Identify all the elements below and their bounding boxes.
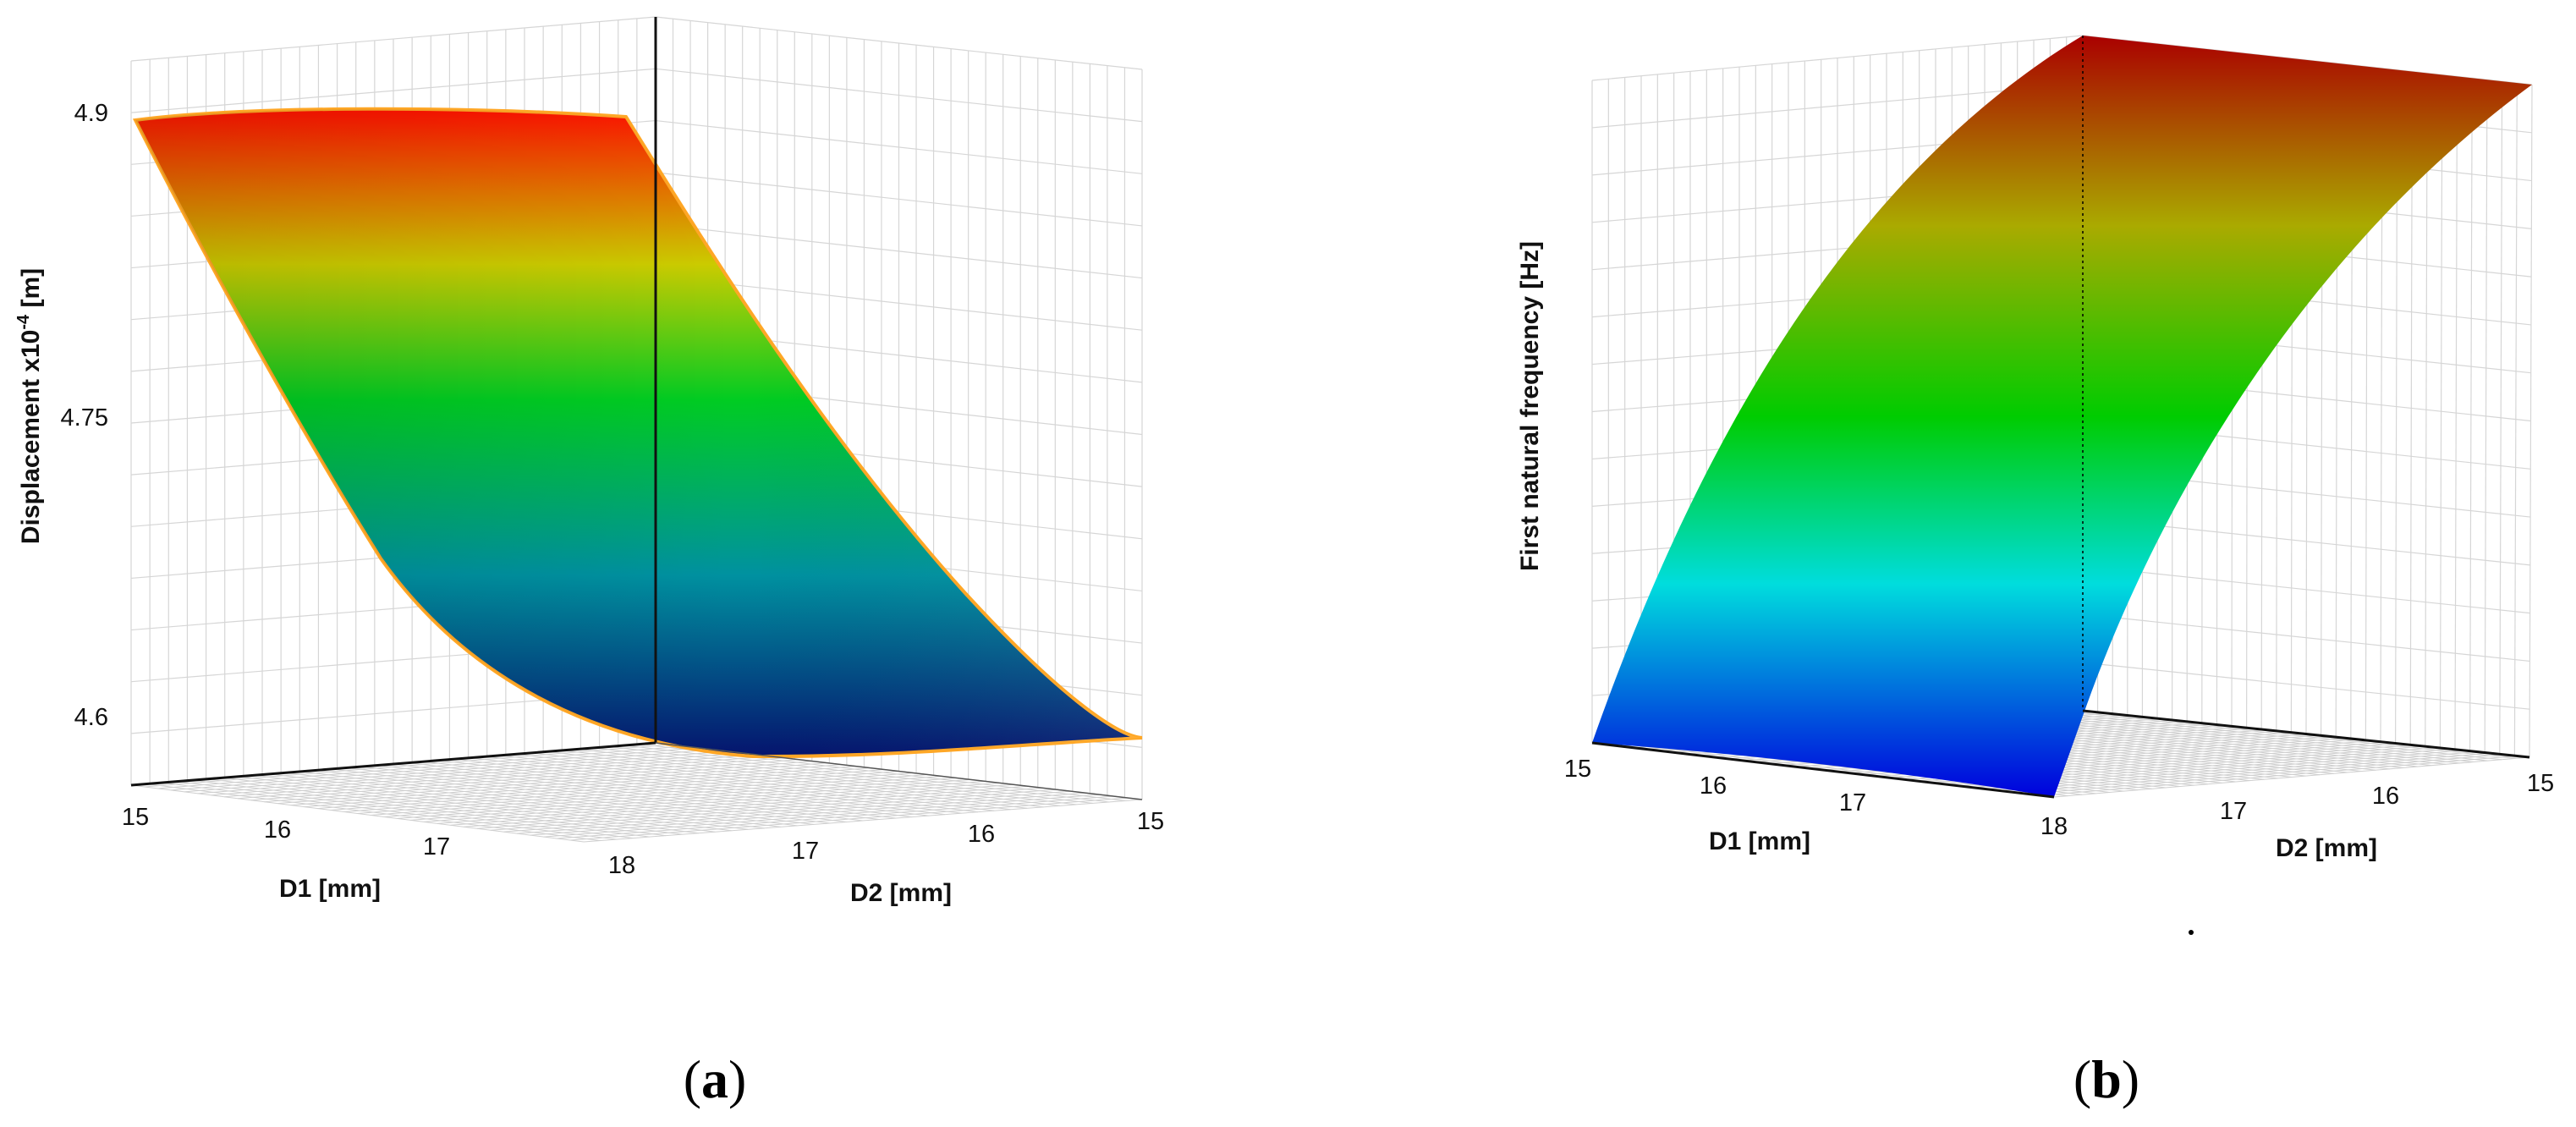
panel-a-y-tick-1: 16 [968, 821, 995, 848]
panel-a-y-label: D2 [mm] [850, 879, 952, 907]
panel-b-z-label: First natural frequency [Hz] [1516, 241, 1544, 571]
panel-b-y-label: D2 [mm] [2276, 834, 2377, 862]
caption-b: (b) [2073, 1049, 2139, 1109]
panel-b-y-tick-0: 15 [2527, 770, 2554, 797]
panel-a-x-tick-0: 15 [122, 804, 149, 831]
panel-a-z-tick-2: 4.6 [74, 704, 108, 731]
panel-b-y-tick-1: 16 [2372, 783, 2399, 810]
panel-b: First natural frequency [Hz] 15 16 17 18… [1516, 35, 2554, 935]
panel-a-z-tick-1: 4.75 [61, 404, 108, 432]
panel-a-x-tick-2: 17 [423, 833, 450, 860]
panel-b-dot [2189, 930, 2194, 935]
panel-b-x-tick-2: 17 [1839, 789, 1866, 816]
panel-a-x-tick-3: 18 [608, 852, 635, 879]
panel-b-y-tick-2: 17 [2220, 798, 2247, 825]
panel-a-x-tick-1: 16 [264, 816, 291, 844]
panel-a-z-label: Displacement x10-4 [m] [14, 268, 45, 544]
panel-b-x-label: D1 [mm] [1709, 827, 1810, 855]
panel-a-y-tick-2: 17 [792, 838, 819, 865]
panel-a-x-label: D1 [mm] [279, 875, 381, 903]
caption-a: (a) [684, 1049, 747, 1109]
panel-b-x-tick-0: 15 [1564, 756, 1591, 783]
panel-b-x-tick-3: 18 [2040, 813, 2068, 840]
panel-b-surface [1592, 36, 2532, 797]
panel-a-y-tick-0: 15 [1137, 808, 1164, 835]
panel-b-x-tick-1: 16 [1700, 772, 1727, 800]
panel-a-z-tick-0: 4.9 [74, 100, 108, 127]
panel-a: 4.9 4.75 4.6 Displacement x10-4 [m] 15 1… [14, 16, 1164, 907]
